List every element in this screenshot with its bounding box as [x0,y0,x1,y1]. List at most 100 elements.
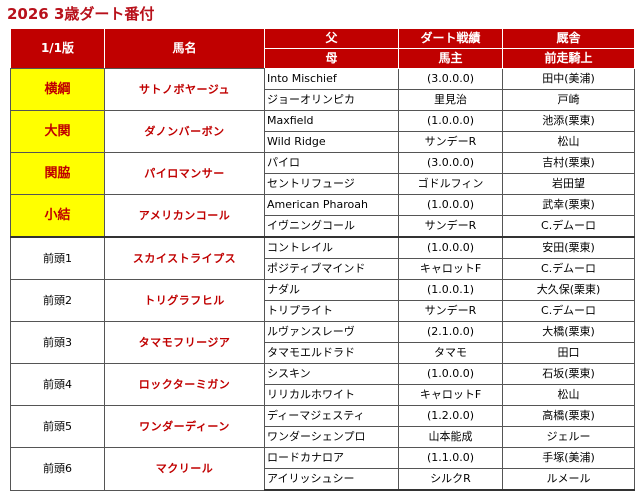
record-cell: (1.0.0.0) [398,110,503,132]
record-cell: (1.0.0.0) [398,194,503,216]
dam-cell: ジョーオリンピカ [264,89,399,111]
trainer-cell: 武幸(栗東) [502,194,635,216]
rank-cell: 関脇 [10,152,105,195]
entry-row: 前頭4 ロックターミガン シスキン (1.0.0.0) 石坂(栗東) [10,363,635,406]
rank-cell: 小結 [10,194,105,238]
dam-cell: トリプライト [264,300,399,322]
header-sire: 父 [264,28,399,49]
sire-cell: シスキン [264,363,399,385]
entry-row: 前頭5 ワンダーディーン ディーマジェスティ (1.2.0.0) 高橋(栗東) [10,405,635,448]
entry-row-sub: Wild Ridge サンデーR 松山 [11,131,635,153]
jockey-cell: 松山 [502,384,635,406]
jockey-cell: C.デムーロ [502,215,635,238]
sire-cell: ナダル [264,279,399,301]
dam-cell: ワンダーシェンプロ [264,426,399,448]
rank-cell: 前頭5 [10,405,105,448]
trainer-cell: 高橋(栗東) [502,405,635,427]
jockey-cell: 田口 [502,342,635,364]
horse-name: ロックターミガン [104,363,265,406]
rank-cell: 前頭3 [10,321,105,364]
record-cell: (1.0.0.0) [398,236,503,259]
entry-row: 前頭2 トリグラフヒル ナダル (1.0.0.1) 大久保(栗東) [10,279,635,322]
trainer-cell: 池添(栗東) [502,110,635,132]
rank-cell: 前頭2 [10,279,105,322]
entry-row: 前頭1 スカイストライプス コントレイル (1.0.0.0) 安田(栗東) [10,236,635,280]
horse-name: タマモフリージア [104,321,265,364]
header-rank: 1/1版 [10,28,105,69]
owner-cell: サンデーR [398,215,503,238]
entry-row: 大関 ダノンバーボン Maxfield (1.0.0.0) 池添(栗東) [10,110,635,153]
horse-name: マクリール [104,447,265,491]
entry-row-sub: リリカルホワイト キャロットF 松山 [11,384,635,406]
header-horse: 馬名 [104,28,265,69]
trainer-cell: 石坂(栗東) [502,363,635,385]
jockey-cell: 岩田望 [502,173,635,195]
record-cell: (2.1.0.0) [398,321,503,343]
entry-row-sub: ポジティブマインド キャロットF C.デムーロ [11,258,635,280]
sire-cell: ディーマジェスティ [264,405,399,427]
dam-cell: リリカルホワイト [264,384,399,406]
sire-cell: ロードカナロア [264,447,399,469]
sire-cell: Maxfield [264,110,399,132]
record-cell: (1.1.0.0) [398,447,503,469]
trainer-cell: 田中(美浦) [502,68,635,90]
entry-row: 前頭3 タマモフリージア ルヴァンスレーヴ (2.1.0.0) 大橋(栗東) [10,321,635,364]
record-cell: (3.0.0.0) [398,68,503,90]
horse-name: パイロマンサー [104,152,265,195]
entry-row-sub: イヴニングコール サンデーR C.デムーロ [11,215,635,238]
trainer-cell: 吉村(栗東) [502,152,635,174]
rank-cell: 横綱 [10,68,105,111]
horse-name: スカイストライプス [104,236,265,280]
owner-cell: 山本能成 [398,426,503,448]
jockey-cell: ルメール [502,468,635,491]
page-title: 2026 3歳ダート番付 [7,5,155,23]
horse-name: サトノボヤージュ [104,68,265,111]
entry-row-sub: トリプライト サンデーR C.デムーロ [11,300,635,322]
rank-cell: 前頭4 [10,363,105,406]
owner-cell: 里見治 [398,89,503,111]
record-cell: (1.2.0.0) [398,405,503,427]
owner-cell: シルクR [398,468,503,491]
entry-row: 関脇 パイロマンサー パイロ (3.0.0.0) 吉村(栗東) [10,152,635,195]
owner-cell: タマモ [398,342,503,364]
entry-row-sub: タマモエルドラド タマモ 田口 [11,342,635,364]
horse-name: ワンダーディーン [104,405,265,448]
sire-cell: American Pharoah [264,194,399,216]
header-row-1: 1/1版 馬名 父 ダート戦績 厩舎 [10,28,635,69]
record-cell: (1.0.0.0) [398,363,503,385]
sire-cell: パイロ [264,152,399,174]
owner-cell: ゴドルフィン [398,173,503,195]
jockey-cell: 戸崎 [502,89,635,111]
trainer-cell: 大橋(栗東) [502,321,635,343]
horse-name: トリグラフヒル [104,279,265,322]
entry-row-sub: セントリフュージ ゴドルフィン 岩田望 [11,173,635,195]
header-jockey: 前走騎上 [502,48,635,69]
rank-cell: 前頭6 [10,447,105,491]
jockey-cell: C.デムーロ [502,258,635,280]
jockey-cell: ジェルー [502,426,635,448]
record-cell: (1.0.0.1) [398,279,503,301]
rank-cell: 大関 [10,110,105,153]
horse-name: アメリカンコール [104,194,265,238]
trainer-cell: 手塚(美浦) [502,447,635,469]
sire-cell: ルヴァンスレーヴ [264,321,399,343]
entry-row: 前頭6 マクリール ロードカナロア (1.1.0.0) 手塚(美浦) [10,447,635,491]
sire-cell: コントレイル [264,236,399,259]
trainer-cell: 安田(栗東) [502,236,635,259]
rank-cell: 前頭1 [10,236,105,280]
header-dam: 母 [264,48,399,69]
dam-cell: Wild Ridge [264,131,399,153]
entry-row-sub: アイリッシュシー シルクR ルメール [11,468,635,491]
jockey-cell: C.デムーロ [502,300,635,322]
horse-name: ダノンバーボン [104,110,265,153]
header-trainer: 厩舎 [502,28,635,49]
entry-row: 小結 アメリカンコール American Pharoah (1.0.0.0) 武幸(栗東… [10,194,635,238]
dam-cell: イヴニングコール [264,215,399,238]
jockey-cell: 松山 [502,131,635,153]
banzuke-table: 1/1版 馬名 父 ダート戦績 厩舎 母 馬主 前走騎上 横綱 サトノボヤージュ I… [10,28,635,491]
entry-row-sub: ワンダーシェンプロ 山本能成 ジェルー [11,426,635,448]
trainer-cell: 大久保(栗東) [502,279,635,301]
owner-cell: キャロットF [398,384,503,406]
owner-cell: サンデーR [398,300,503,322]
dam-cell: タマモエルドラド [264,342,399,364]
